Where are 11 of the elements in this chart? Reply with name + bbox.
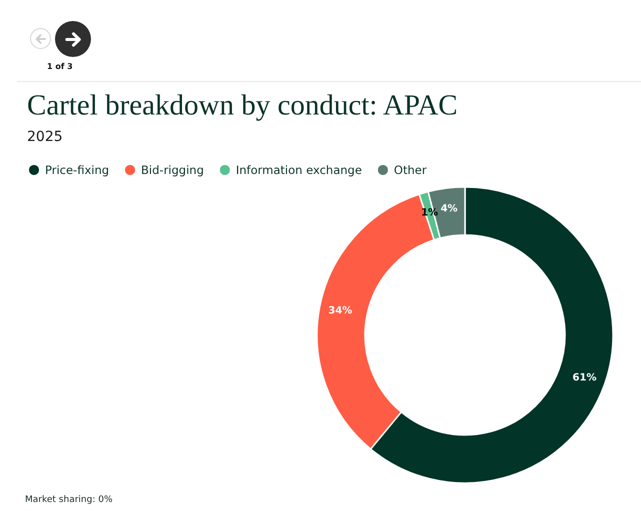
data-label: 61% <box>572 372 596 384</box>
legend-label: Other <box>394 163 427 177</box>
legend-label: Information exchange <box>236 163 362 177</box>
chart-subtitle: 2025 <box>27 129 63 145</box>
legend-label: Price-fixing <box>45 163 110 177</box>
data-label: 4% <box>440 204 458 214</box>
text: Market sharing: 0% <box>25 495 112 505</box>
text: 1 of 3 <box>47 62 73 71</box>
legend-label: Bid-rigging <box>141 163 204 177</box>
data-label: 34% <box>328 306 352 317</box>
chart-title: Cartel breakdown by conduct: APAC <box>27 90 458 122</box>
